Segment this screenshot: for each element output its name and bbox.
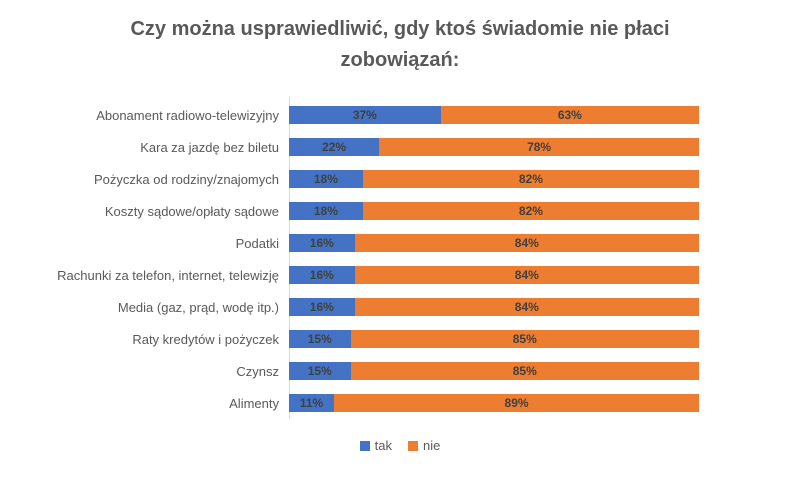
category-label: Abonament radiowo-telewizyjny xyxy=(96,107,279,123)
data-label-nie: 63% xyxy=(557,108,582,122)
legend-item-nie: nie xyxy=(407,438,441,453)
category-label: Czynsz xyxy=(236,363,279,379)
data-label-tak: 15% xyxy=(307,364,332,378)
bar-segment-nie: 84% xyxy=(354,266,699,284)
bar-track: 11% 89% xyxy=(289,394,699,412)
category-label: Pożyczka od rodziny/znajomych xyxy=(94,171,279,187)
bar-segment-tak: 18% xyxy=(289,202,363,220)
category-label: Media (gaz, prąd, wodę itp.) xyxy=(117,299,279,315)
data-label-nie: 82% xyxy=(518,204,543,218)
chart-title: Czy można usprawiedliwić, gdy ktoś świad… xyxy=(130,18,670,71)
data-label-tak: 15% xyxy=(307,332,332,346)
data-label-nie: 89% xyxy=(504,396,529,410)
bar-track: 22% 78% xyxy=(289,138,699,156)
data-label-nie: 84% xyxy=(514,300,539,314)
chart-row: Raty kredytów i pożyczek 15% 85% xyxy=(0,323,800,355)
category-label: Kara za jazdę bez biletu xyxy=(140,139,279,155)
bar-track: 16% 84% xyxy=(289,298,699,316)
bar-segment-tak: 15% xyxy=(289,362,351,380)
data-label-nie: 84% xyxy=(514,268,539,282)
bar-segment-nie: 89% xyxy=(334,394,699,412)
bar-segment-nie: 82% xyxy=(362,202,699,220)
bar-track: 15% 85% xyxy=(289,362,699,380)
data-label-nie: 78% xyxy=(527,140,552,154)
chart-row: Alimenty 11% 89% xyxy=(0,387,800,419)
bar-segment-nie: 85% xyxy=(350,330,699,348)
category-label: Raty kredytów i pożyczek xyxy=(132,331,279,347)
category-label: Podatki xyxy=(235,235,279,251)
chart-row: Koszty sądowe/opłaty sądowe 18% 82% xyxy=(0,195,800,227)
chart-row: Media (gaz, prąd, wodę itp.) 16% 84% xyxy=(0,291,800,323)
data-label-tak: 18% xyxy=(313,172,338,186)
chart-row: Kara za jazdę bez biletu 22% 78% xyxy=(0,131,800,163)
category-label: Alimenty xyxy=(229,395,279,411)
data-label-tak: 16% xyxy=(309,268,334,282)
legend-item-tak: tak xyxy=(359,438,392,453)
y-axis-line xyxy=(289,97,290,419)
data-label-nie: 82% xyxy=(518,172,543,186)
chart-row: Czynsz 15% 85% xyxy=(0,355,800,387)
legend-label-nie: nie xyxy=(422,438,441,453)
bar-rows: Abonament radiowo-telewizyjny 37% 63% Kara … xyxy=(0,99,800,419)
legend-label-tak: tak xyxy=(374,438,392,453)
data-label-tak: 11% xyxy=(299,396,324,410)
chart-row: Podatki 16% 84% xyxy=(0,227,800,259)
bar-track: 15% 85% xyxy=(289,330,699,348)
bar-segment-tak: 18% xyxy=(289,170,363,188)
bar-track: 18% 82% xyxy=(289,202,699,220)
chart-row: Abonament radiowo-telewizyjny 37% 63% xyxy=(0,99,800,131)
legend: tak nie xyxy=(0,438,800,453)
chart-row: Rachunki za telefon, internet, telewizję… xyxy=(0,259,800,291)
bar-segment-nie: 84% xyxy=(354,298,699,316)
data-label-tak: 37% xyxy=(352,108,377,122)
chart-row: Pożyczka od rodziny/znajomych 18% 82% xyxy=(0,163,800,195)
data-label-tak: 22% xyxy=(322,140,347,154)
category-label: Koszty sądowe/opłaty sądowe xyxy=(104,203,279,219)
bar-segment-nie: 78% xyxy=(379,138,699,156)
bar-segment-tak: 11% xyxy=(289,394,335,412)
data-label-nie: 85% xyxy=(512,364,537,378)
bar-segment-nie: 84% xyxy=(354,234,699,252)
bar-segment-nie: 63% xyxy=(440,106,699,124)
bar-track: 16% 84% xyxy=(289,234,699,252)
legend-swatch-nie-icon xyxy=(407,440,418,451)
plot-area: Abonament radiowo-telewizyjny 37% 63% Kara … xyxy=(0,97,800,419)
bar-track: 16% 84% xyxy=(289,266,699,284)
data-label-nie: 84% xyxy=(514,236,539,250)
bar-track: 18% 82% xyxy=(289,170,699,188)
bar-segment-nie: 82% xyxy=(362,170,699,188)
bar-segment-nie: 85% xyxy=(350,362,699,380)
bar-segment-tak: 22% xyxy=(289,138,380,156)
bar-segment-tak: 16% xyxy=(289,298,355,316)
bar-segment-tak: 15% xyxy=(289,330,351,348)
data-label-tak: 16% xyxy=(309,300,334,314)
category-label: Rachunki za telefon, internet, telewizję xyxy=(57,267,279,283)
bar-segment-tak: 37% xyxy=(289,106,441,124)
bar-segment-tak: 16% xyxy=(289,266,355,284)
bar-segment-tak: 16% xyxy=(289,234,355,252)
legend-swatch-tak-icon xyxy=(359,440,370,451)
data-label-tak: 18% xyxy=(313,204,338,218)
bar-track: 37% 63% xyxy=(289,106,699,124)
data-label-tak: 16% xyxy=(309,236,334,250)
data-label-nie: 85% xyxy=(512,332,537,346)
